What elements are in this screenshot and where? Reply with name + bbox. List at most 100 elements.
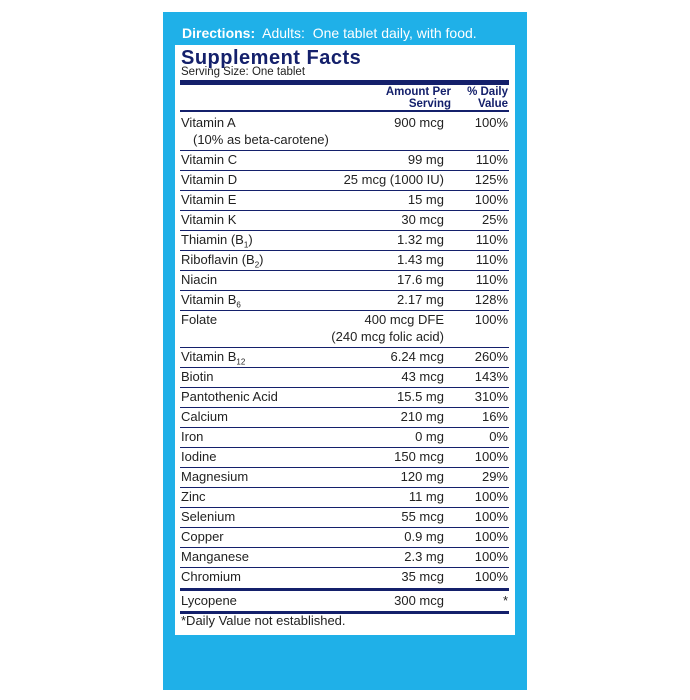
name-text: Manganese (181, 549, 249, 564)
daily-value: 100% (474, 192, 508, 207)
daily-value: 16% (481, 409, 508, 424)
facts-box: Supplement Facts Serving Size: One table… (175, 45, 515, 635)
amount-text: 99 mg (407, 152, 444, 167)
nutrient-name: Iron (181, 428, 203, 445)
name-text: Folate (181, 312, 218, 327)
nutrient-name: Iodine (181, 448, 216, 465)
amount-text: 400 mcg DFE (364, 312, 444, 327)
rule (180, 270, 509, 271)
amount: 120 mg (401, 468, 444, 485)
amount: 900 mcg (394, 114, 444, 131)
name-text: Chromium (181, 569, 241, 584)
dv-header: % Daily Value (467, 86, 508, 110)
daily-value: 110% (475, 232, 508, 247)
name-suffix: ) (259, 252, 264, 267)
rule (180, 347, 509, 348)
nutrient-name: Vitamin B6 (181, 291, 241, 314)
daily-value: 260% (474, 349, 508, 364)
name-text: Zinc (181, 489, 206, 504)
amount: 15 mg (408, 191, 444, 208)
amount-text: 0.9 mg (404, 529, 444, 544)
nutrient-name: Vitamin D (181, 171, 237, 188)
amount: 99 mg (408, 151, 444, 168)
name-text: Vitamin B (181, 292, 237, 307)
amount: 15.5 mg (397, 388, 444, 405)
name-text: Vitamin A (181, 115, 236, 130)
rule (180, 387, 509, 388)
daily-value: 110% (475, 152, 508, 167)
amount-text: 35 mcg (401, 569, 444, 584)
daily-value: 100% (474, 312, 508, 327)
rule (180, 210, 509, 211)
name-subscript: 6 (236, 300, 241, 310)
name-text: Iodine (181, 449, 217, 464)
rule (180, 467, 509, 468)
amount-text: 55 mcg (401, 509, 444, 524)
nutrient-name: Chromium (181, 568, 241, 585)
nutrient-name: Thiamin (B1) (181, 231, 253, 254)
name-suffix: ) (248, 232, 253, 247)
rule (180, 527, 509, 528)
amount-text: 15.5 mg (397, 389, 444, 404)
name-text: Vitamin K (181, 212, 237, 227)
rule (180, 230, 509, 231)
rule (180, 80, 509, 85)
name-note: (10% as beta-carotene) (193, 132, 329, 147)
nutrient-name: Copper (181, 528, 224, 545)
amount-text: 1.43 mg (397, 252, 444, 267)
amount-text: 900 mcg (394, 115, 444, 130)
name-text: Vitamin C (181, 152, 238, 167)
footnote: *Daily Value not established. (181, 613, 346, 628)
nutrient-name: Niacin (181, 271, 217, 288)
amount-text: 43 mcg (401, 369, 444, 384)
amount: 30 mcg (401, 211, 444, 228)
nutrient-name: Vitamin A (10% as beta-carotene) (181, 114, 329, 148)
name-text: Lycopene (181, 593, 237, 608)
amount-text: 0 mg (415, 429, 444, 444)
amount: 11 mg (409, 488, 444, 505)
amount-text: 1.32 mg (397, 232, 444, 247)
rule (180, 290, 509, 291)
rule (180, 487, 509, 488)
nutrient-name: Vitamin E (181, 191, 236, 208)
amount-text: 11 mg (408, 489, 444, 504)
name-text: Iron (181, 429, 204, 444)
name-subscript: 2 (254, 260, 260, 270)
daily-value: 310% (474, 389, 508, 404)
amount: 25 mcg (1000 IU) (344, 171, 444, 188)
name-text: Vitamin D (181, 172, 238, 187)
amount-text: 25 mcg (1000 IU) (343, 172, 444, 187)
serving-size: Serving Size: One tablet (181, 66, 306, 78)
amount: 17.6 mg (397, 271, 444, 288)
name-text: Vitamin B (181, 349, 237, 364)
amount-text: 15 mg (407, 192, 444, 207)
amount: 1.43 mg (397, 251, 444, 268)
amount-text: 2.3 mg (404, 549, 444, 564)
amount: 210 mg (401, 408, 444, 425)
rule (180, 447, 509, 448)
rule (180, 150, 509, 151)
amount: 43 mcg (401, 368, 444, 385)
name-text: Vitamin E (181, 192, 237, 207)
name-text: Niacin (181, 272, 218, 287)
daily-value: 100% (474, 549, 508, 564)
daily-value: 100% (474, 449, 508, 464)
nutrient-name: Pantothenic Acid (181, 388, 278, 405)
nutrient-name: Calcium (181, 408, 228, 425)
nutrient-name: Folate (181, 311, 217, 328)
name-text: Thiamin (B (181, 232, 244, 247)
name-text: Riboflavin (B (181, 252, 255, 267)
daily-value: 0% (489, 429, 508, 444)
amount-text: 30 mcg (401, 212, 444, 227)
rule (180, 588, 509, 591)
nutrient-name: Lycopene (181, 592, 237, 609)
nutrient-name: Vitamin B12 (181, 348, 245, 371)
nutrient-name: Vitamin C (181, 151, 237, 168)
title: Supplement Facts (181, 47, 362, 69)
daily-value: 100% (474, 509, 508, 524)
name-text: Selenium (181, 509, 236, 524)
rule (180, 250, 509, 251)
amount: 1.32 mg (397, 231, 444, 248)
rule (180, 170, 509, 171)
